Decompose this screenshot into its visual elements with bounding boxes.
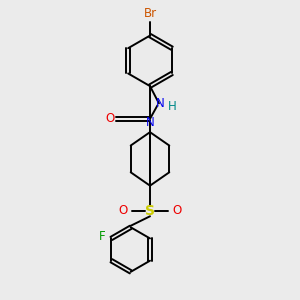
Text: Br: Br [143, 7, 157, 20]
Text: H: H [168, 100, 177, 113]
Text: O: O [118, 204, 128, 218]
Text: F: F [99, 230, 106, 243]
Text: O: O [172, 204, 182, 218]
Text: S: S [145, 204, 155, 218]
Text: O: O [105, 112, 115, 125]
Text: N: N [146, 116, 154, 129]
Text: N: N [156, 98, 165, 110]
